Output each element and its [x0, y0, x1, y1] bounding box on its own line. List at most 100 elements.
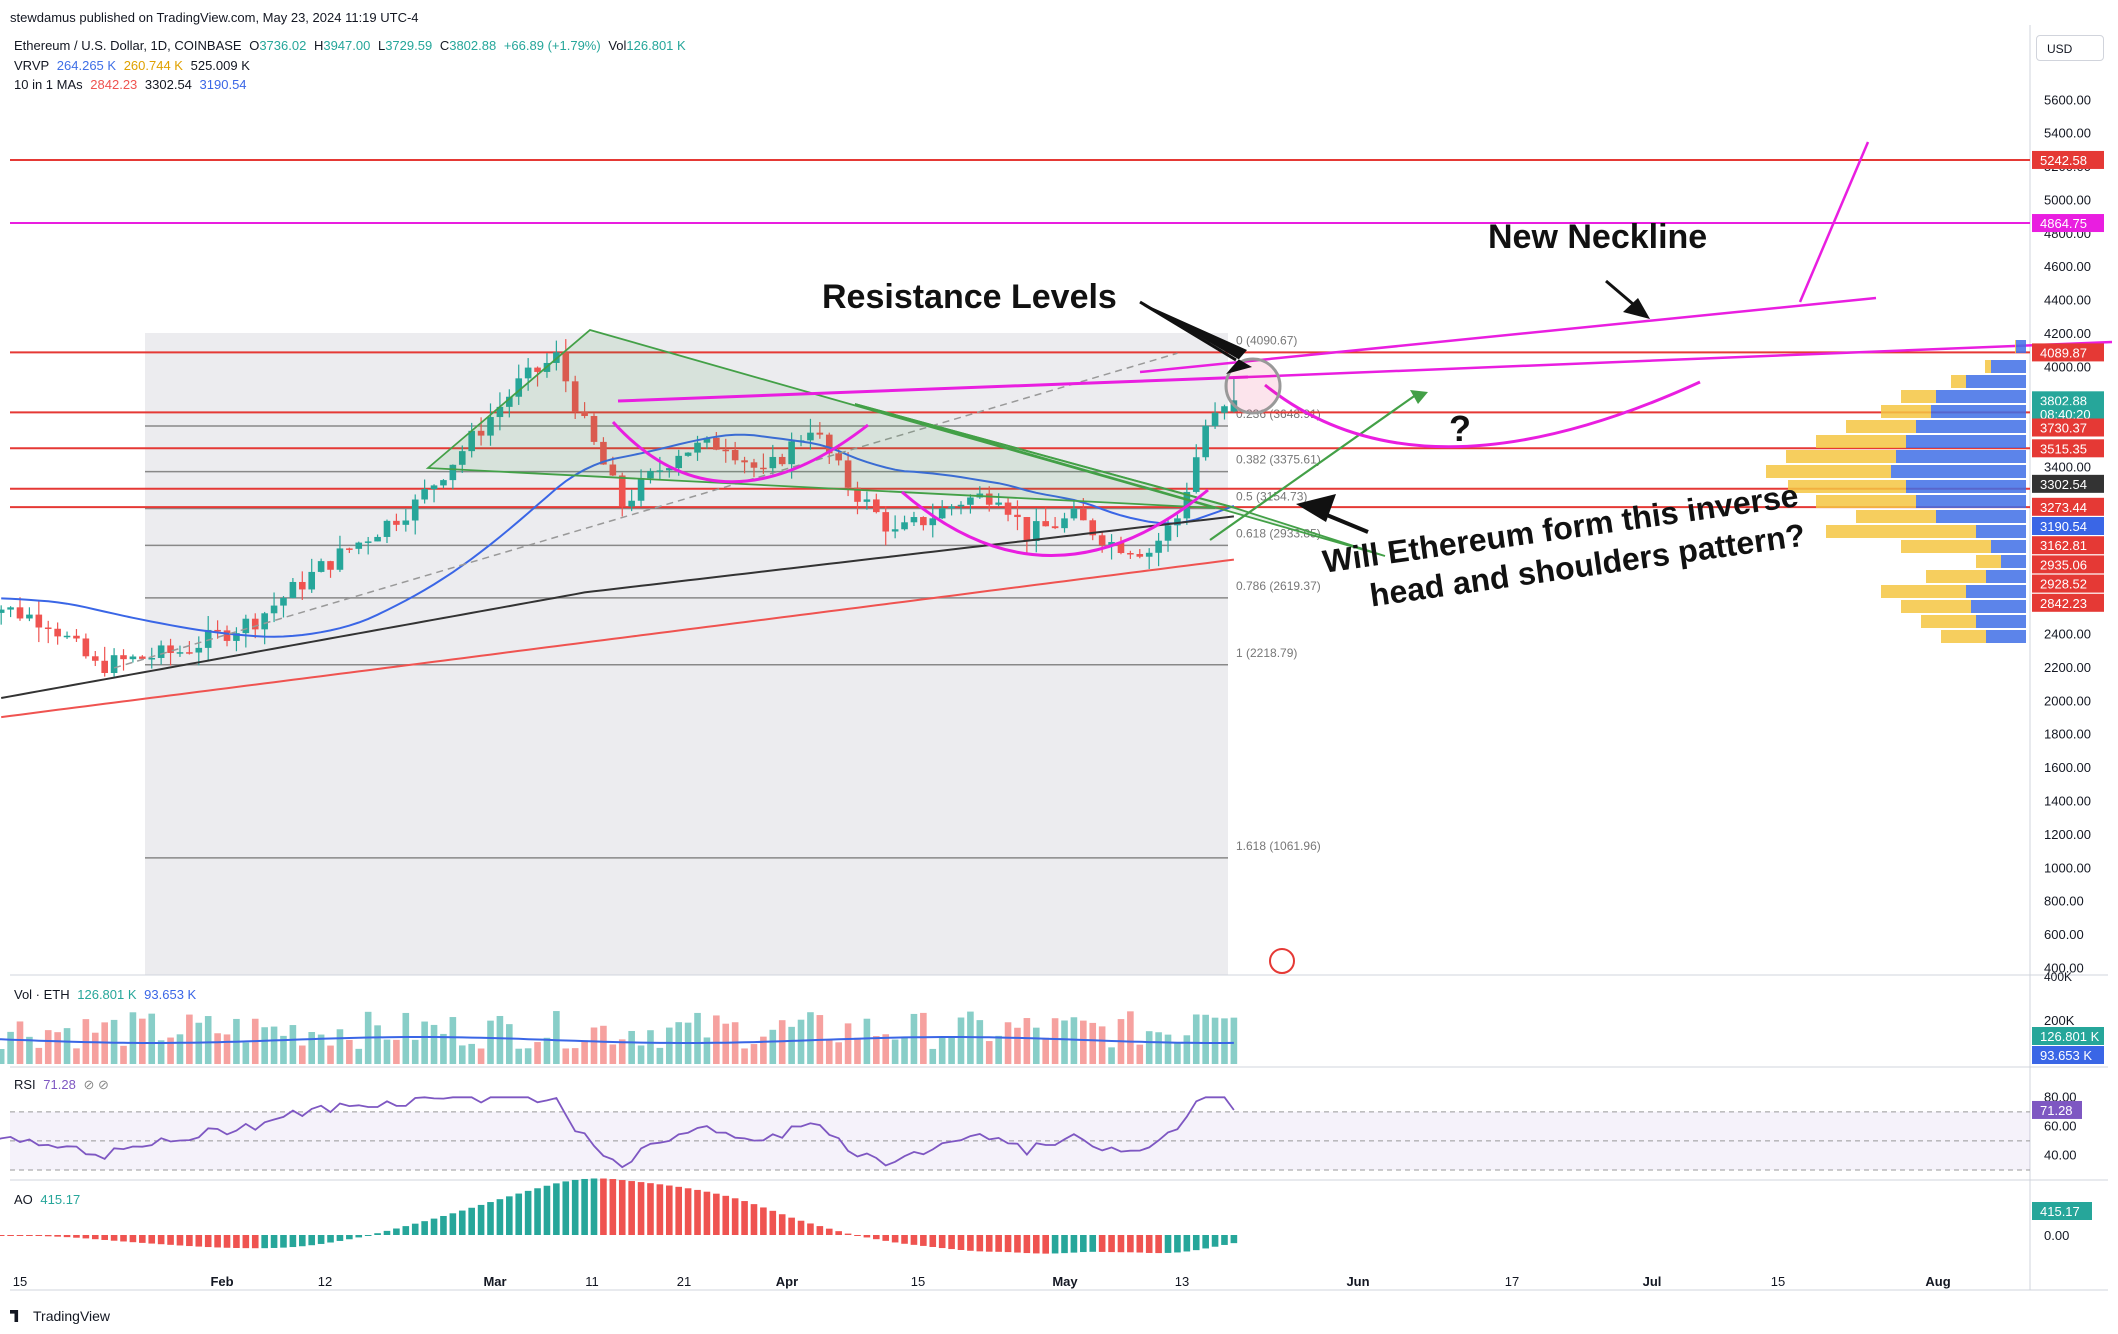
vrvp-bar-up [1901, 390, 1936, 403]
ao-bar [364, 1235, 372, 1236]
candle [1051, 526, 1059, 529]
volume-bar [920, 1012, 927, 1064]
ao-bar [1145, 1235, 1153, 1253]
price-label-bg [2032, 593, 2104, 612]
volume-bar [204, 1016, 212, 1064]
volume-bar [487, 1020, 494, 1064]
volume-bar [1042, 1037, 1049, 1064]
candle [73, 635, 80, 639]
ao-bar [929, 1235, 937, 1247]
candle [477, 430, 485, 436]
volume-bar [223, 1034, 231, 1064]
ao-bar [195, 1235, 203, 1247]
candle [1023, 517, 1031, 542]
candle [760, 467, 767, 470]
ao-bar [938, 1235, 946, 1249]
ao-bar [1042, 1235, 1049, 1254]
volume-bar [797, 1019, 805, 1064]
vrvp-bar-down [1936, 390, 2026, 403]
candle [242, 618, 250, 634]
candle [91, 656, 99, 661]
volume-bar [929, 1048, 937, 1064]
fib-zone [145, 333, 1228, 975]
candle [167, 645, 174, 653]
ao-bar [618, 1180, 626, 1235]
volume-bar [440, 1033, 447, 1064]
rsi-header[interactable]: RSI 71.28 ⊘ ⊘ [14, 1077, 109, 1092]
ao-bar [882, 1235, 890, 1241]
ma-blue-line [1, 433, 1235, 638]
price-axis-tick: 4200.00 [2044, 326, 2091, 341]
candle [1098, 535, 1106, 546]
vrvp-bar-up [1926, 570, 1986, 583]
ao-bar [91, 1235, 99, 1240]
ao-bar [1023, 1235, 1031, 1254]
volume-bar [289, 1025, 297, 1064]
candle [731, 449, 739, 461]
ao-header[interactable]: AO 415.17 [14, 1192, 81, 1207]
volume-bar [63, 1028, 71, 1064]
ao-bar [383, 1230, 391, 1235]
ohlc-values: O3736.02 H3947.00 L3729.59 C3802.88 +66.… [249, 38, 686, 53]
price-axis-tick: 2000.00 [2044, 693, 2091, 708]
vrvp-bar-down [1966, 585, 2026, 598]
candle [562, 352, 570, 382]
candle [251, 618, 259, 630]
ma-header[interactable]: 10 in 1 MAs 2842.23 3302.54 3190.54 [14, 77, 247, 92]
candle [327, 561, 334, 570]
price-axis-tick: 800.00 [2044, 894, 2084, 909]
vrvp-bar-down [1971, 600, 2026, 613]
ao-bar [308, 1235, 316, 1246]
candle [807, 432, 814, 441]
annotation-question-mark: ? [1449, 408, 1471, 449]
candle [120, 655, 127, 660]
ao-bar [1230, 1235, 1238, 1244]
vrvp-bar-down [1916, 420, 2026, 433]
tradingview-logo[interactable]: TradingView [10, 1308, 110, 1324]
projection-arrow [1209, 391, 1421, 541]
volume-bar [1145, 1031, 1153, 1064]
volume-bar [336, 1029, 344, 1064]
ao-bar [1098, 1235, 1106, 1252]
ao-bar [515, 1193, 523, 1235]
ao-bar [299, 1235, 306, 1247]
price-label: 2928.52 [2040, 577, 2087, 592]
currency-button[interactable]: USD [2036, 35, 2104, 61]
candle [364, 541, 372, 543]
volume-bar [543, 1037, 551, 1064]
volume-bar [713, 1015, 720, 1064]
vrvp-bar-up [1881, 585, 1966, 598]
annotation-resistance-levels: Resistance Levels [822, 278, 1117, 316]
price-label: 3515.35 [2040, 441, 2087, 456]
price-axis-tick: 2400.00 [2044, 627, 2091, 642]
ao-bar [223, 1235, 231, 1248]
fib-level-label: 1 (2218.79) [1236, 646, 1297, 660]
vrvp-bar-down [1936, 510, 2026, 523]
candle [1004, 502, 1012, 515]
time-axis-tick: 15 [13, 1274, 27, 1289]
ao-bar [967, 1235, 974, 1251]
volume-bar [139, 1018, 146, 1064]
candle [694, 442, 701, 453]
ao-bar [750, 1204, 758, 1235]
volume-bar [308, 1031, 316, 1064]
volume-bar [741, 1048, 748, 1064]
ao-bar [440, 1215, 447, 1235]
candle [637, 478, 645, 501]
volume-bar [54, 1032, 61, 1064]
candle [110, 655, 118, 673]
ao-bar [731, 1198, 739, 1235]
candle [788, 441, 795, 465]
time-axis-tick: Jun [1346, 1274, 1369, 1289]
candle [270, 605, 278, 614]
ao-bar [553, 1183, 560, 1235]
vrvp-bar-down [1986, 570, 2026, 583]
volume-bar [769, 1029, 777, 1064]
vrvp-header[interactable]: VRVP 264.265 K 260.744 K 525.009 K [14, 58, 250, 73]
candle [280, 597, 287, 606]
ao-bar [647, 1183, 654, 1235]
price-axis-tick: 1800.00 [2044, 727, 2091, 742]
candle [665, 468, 673, 471]
volume-header[interactable]: Vol · ETH 126.801 K 93.653 K [14, 987, 197, 1002]
